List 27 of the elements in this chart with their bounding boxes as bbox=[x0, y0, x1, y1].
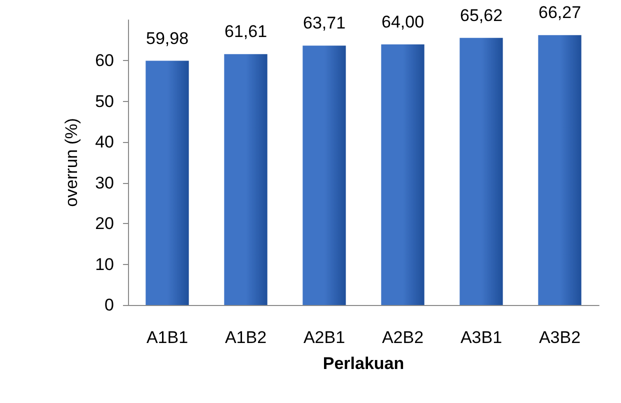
bar bbox=[381, 44, 424, 305]
x-axis-title: Perlakuan bbox=[322, 354, 404, 373]
data-label: 63,71 bbox=[302, 14, 346, 33]
bar bbox=[538, 35, 582, 305]
x-tick-label: A3B2 bbox=[538, 328, 581, 347]
bar bbox=[146, 60, 189, 305]
data-label: 64,00 bbox=[381, 12, 424, 32]
x-tick-label: A3B1 bbox=[460, 328, 502, 347]
y-tick-label: 50 bbox=[95, 92, 114, 111]
bar bbox=[224, 54, 268, 305]
bar bbox=[302, 46, 346, 305]
y-axis-title: overrun (%) bbox=[62, 118, 81, 207]
data-label: 66,27 bbox=[538, 3, 582, 22]
y-tick-label: 10 bbox=[95, 254, 114, 274]
x-tick-label: A2B2 bbox=[382, 328, 424, 347]
data-label: 59,98 bbox=[146, 28, 189, 48]
y-tick-label: 0 bbox=[104, 296, 114, 314]
y-tick-label: 60 bbox=[95, 51, 114, 70]
y-tick-label: 20 bbox=[95, 214, 114, 234]
data-label: 65,62 bbox=[460, 6, 503, 25]
x-tick-label: A1B1 bbox=[146, 328, 188, 347]
x-tick-label: A1B2 bbox=[224, 328, 267, 347]
bar bbox=[460, 38, 503, 305]
x-tick-label: A2B1 bbox=[303, 328, 346, 347]
data-label: 61,61 bbox=[224, 22, 268, 42]
y-tick-label: 40 bbox=[95, 132, 114, 152]
y-tick-label: 30 bbox=[95, 173, 114, 192]
